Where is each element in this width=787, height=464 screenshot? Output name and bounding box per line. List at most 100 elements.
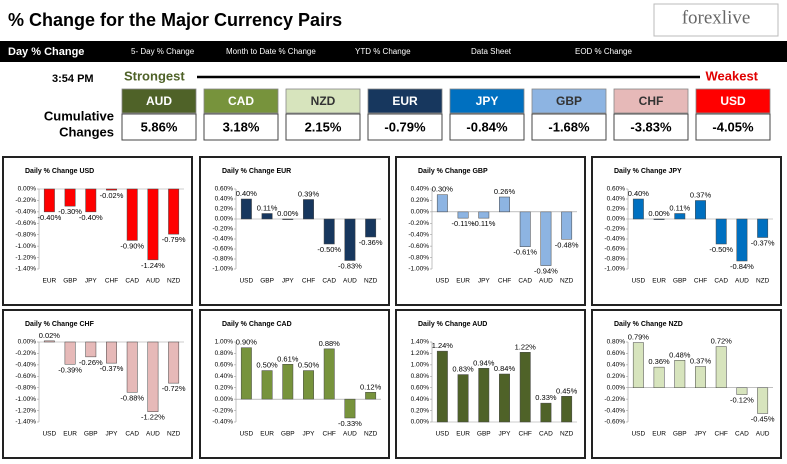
y-tick-label: -0.40% bbox=[15, 362, 36, 369]
tab[interactable]: Month to Date % Change bbox=[226, 47, 316, 56]
x-tick-label: GBP bbox=[673, 431, 687, 438]
bar bbox=[695, 366, 706, 388]
y-tick-label: -0.20% bbox=[212, 226, 233, 233]
bar bbox=[85, 188, 97, 213]
weakest-label: Weakest bbox=[705, 68, 758, 83]
value-label: 0.94% bbox=[473, 358, 495, 367]
currency-header bbox=[531, 88, 607, 114]
tab[interactable]: YTD % Change bbox=[355, 47, 411, 56]
value-label: 0.02% bbox=[39, 331, 61, 340]
y-tick-label: -0.40% bbox=[604, 236, 625, 243]
tab[interactable]: 5- Day % Change bbox=[131, 47, 195, 56]
y-tick-label: 0.20% bbox=[411, 407, 430, 414]
y-tick-label: -0.20% bbox=[604, 226, 625, 233]
x-tick-label: NZD bbox=[364, 278, 378, 285]
x-tick-label: EUR bbox=[456, 278, 470, 285]
y-tick-label: -1.20% bbox=[15, 407, 36, 414]
bar bbox=[106, 341, 117, 364]
currency-name: JPY bbox=[476, 94, 499, 108]
currency-header bbox=[695, 88, 771, 114]
value-label: -0.45% bbox=[751, 414, 775, 423]
bar bbox=[43, 188, 55, 213]
x-tick-label: GBP bbox=[260, 278, 274, 285]
y-tick-label: -0.60% bbox=[408, 243, 429, 250]
x-tick-label: NZD bbox=[167, 278, 181, 285]
bar bbox=[457, 211, 469, 219]
value-label: -0.50% bbox=[317, 245, 341, 254]
bar bbox=[478, 211, 490, 219]
value-label: 0.39% bbox=[298, 189, 320, 198]
x-tick-label: CAD bbox=[125, 278, 139, 285]
y-tick-label: 1.20% bbox=[411, 350, 430, 357]
y-tick-label: 0.60% bbox=[215, 362, 234, 369]
chart-title: Daily % Change CAD bbox=[222, 321, 292, 328]
x-tick-label: CHF bbox=[519, 431, 532, 438]
x-tick-label: CAD bbox=[735, 431, 749, 438]
x-tick-label: NZD bbox=[560, 431, 574, 438]
x-tick-label: EUR bbox=[63, 431, 77, 438]
value-label: 0.36% bbox=[648, 357, 670, 366]
change-value: -4.05% bbox=[712, 119, 754, 134]
bar bbox=[147, 341, 159, 412]
bar bbox=[261, 213, 273, 220]
bar bbox=[736, 387, 748, 395]
y-tick-label: 0.80% bbox=[411, 373, 430, 380]
value-label: -0.48% bbox=[555, 240, 579, 249]
value-label: -0.88% bbox=[120, 393, 144, 402]
value-label: -0.90% bbox=[120, 241, 144, 250]
tab[interactable]: EOD % Change bbox=[575, 47, 632, 56]
value-label: 0.40% bbox=[628, 189, 650, 198]
chart-title: Daily % Change NZD bbox=[614, 321, 683, 328]
chart: Daily % Change JPY -1.00% -0.80% -0.60% -0.4… bbox=[591, 156, 782, 306]
currency-header bbox=[367, 88, 443, 114]
currency-header bbox=[285, 88, 361, 114]
value-label: 0.37% bbox=[690, 357, 712, 366]
bar bbox=[436, 350, 448, 423]
value-label: -0.40% bbox=[37, 213, 61, 222]
x-tick-label: GBP bbox=[63, 278, 77, 285]
change-value: 3.18% bbox=[223, 119, 260, 134]
chart-frame bbox=[591, 309, 782, 459]
bar bbox=[540, 402, 552, 423]
bar bbox=[478, 368, 490, 423]
bar bbox=[695, 200, 706, 220]
change-value: -0.79% bbox=[384, 119, 426, 134]
y-tick-label: 0.60% bbox=[411, 384, 430, 391]
chart-frame bbox=[199, 309, 390, 459]
value-label: -1.24% bbox=[141, 261, 165, 270]
y-tick-label: 0.20% bbox=[215, 384, 234, 391]
y-tick-label: 0.80% bbox=[607, 339, 626, 346]
bar bbox=[43, 340, 55, 343]
change-box bbox=[449, 113, 525, 141]
x-tick-label: GBP bbox=[281, 431, 295, 438]
chart: Daily % Change CHF -1.40% -1.20% -1.00% -0.8… bbox=[2, 309, 193, 459]
value-label: -0.61% bbox=[513, 248, 537, 257]
tab[interactable]: Day % Change bbox=[8, 46, 84, 58]
currency-name: NZD bbox=[311, 94, 336, 108]
change-value: -0.84% bbox=[466, 119, 508, 134]
chart-title: Daily % Change USD bbox=[25, 168, 94, 175]
x-tick-label: AUD bbox=[539, 278, 553, 285]
change-box bbox=[367, 113, 443, 141]
bar bbox=[323, 218, 335, 245]
chart-title: Daily % Change JPY bbox=[614, 168, 682, 175]
y-tick-label: -0.40% bbox=[604, 407, 625, 414]
x-tick-label: NZD bbox=[364, 431, 378, 438]
bar bbox=[561, 396, 573, 423]
x-tick-label: AUD bbox=[343, 278, 357, 285]
bar bbox=[674, 213, 686, 220]
bar bbox=[303, 370, 314, 400]
chart-title: Daily % Change CHF bbox=[25, 321, 95, 328]
bar bbox=[168, 188, 180, 235]
tab[interactable]: Data Sheet bbox=[471, 47, 512, 56]
currency-name: CHF bbox=[639, 94, 664, 108]
value-label: -0.79% bbox=[162, 235, 186, 244]
chart: Daily % Change CAD -0.40% -0.20% 0.00% 0.20%… bbox=[199, 309, 390, 459]
strongest-label: Strongest bbox=[124, 68, 185, 83]
value-label: 0.88% bbox=[319, 339, 341, 348]
bar bbox=[715, 218, 727, 245]
time: 3:54 PM bbox=[52, 73, 94, 85]
y-tick-label: -0.80% bbox=[212, 256, 233, 263]
value-label: 0.12% bbox=[360, 382, 382, 391]
x-tick-label: CHF bbox=[715, 431, 728, 438]
